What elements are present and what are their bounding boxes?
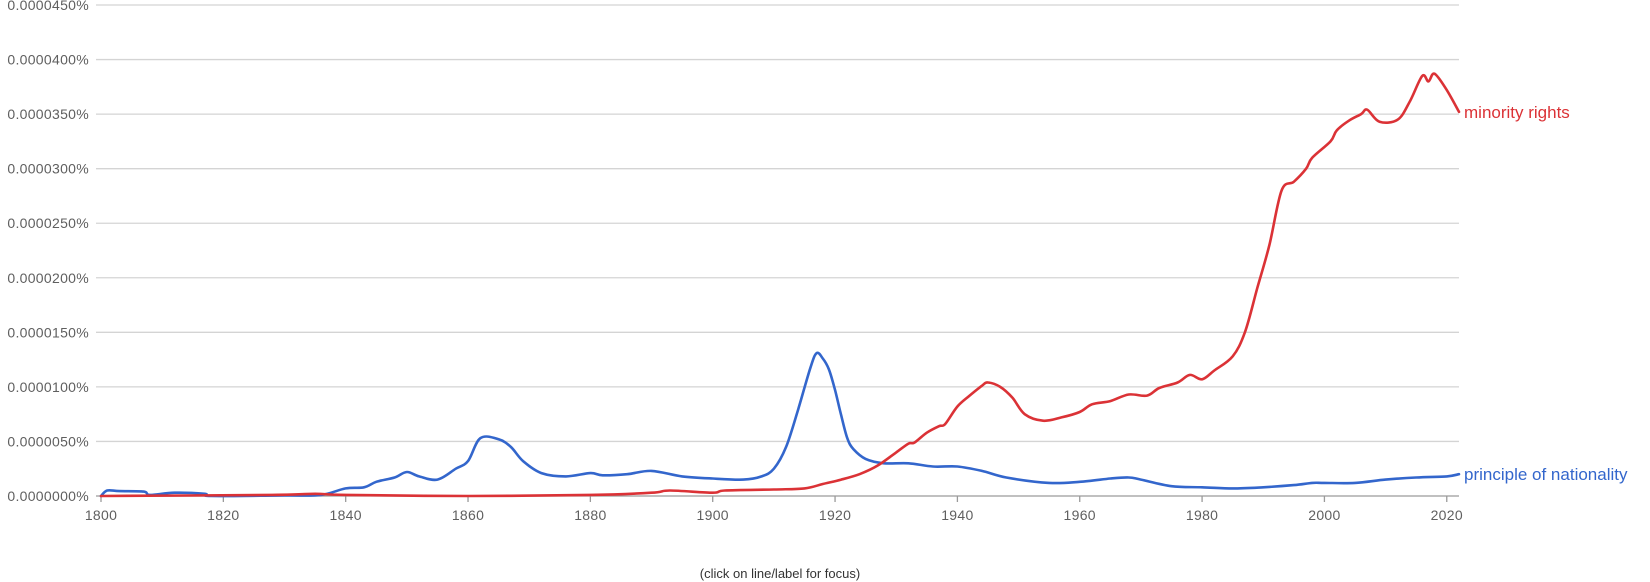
y-tick-label: 0.0000100% [7, 379, 89, 395]
y-tick-label: 0.0000250% [7, 215, 89, 231]
x-tick-label: 1860 [452, 507, 484, 523]
y-axis-tick-labels: 0.0000000% 0.0000050% 0.0000100% 0.0000150%… [7, 0, 89, 504]
y-tick-label: 0.0000050% [7, 433, 89, 449]
x-tick-label: 1820 [207, 507, 239, 523]
series-label-principle-of-nationality[interactable]: principle of nationality [1464, 465, 1628, 484]
gridlines [96, 4, 1459, 443]
y-tick-label: 0.0000200% [7, 270, 89, 286]
x-tick-label: 2020 [1431, 507, 1463, 523]
x-tick-label: 1940 [941, 507, 973, 523]
x-tick-label: 1920 [819, 507, 851, 523]
series-labels: principle of nationality minority rights [1464, 103, 1628, 484]
x-tick-label: 1980 [1186, 507, 1218, 523]
series-line-principle-of-nationality[interactable] [99, 351, 1461, 498]
series-line-minority-rights[interactable] [99, 72, 1461, 498]
series-lines [99, 72, 1461, 498]
y-tick-label: 0.0000450% [7, 0, 89, 13]
y-tick-label: 0.0000350% [7, 106, 89, 122]
x-tick-label: 1880 [574, 507, 606, 523]
y-tick-label: 0.0000000% [7, 488, 89, 504]
x-axis-ticks: 1800 1820 1840 1860 1880 1900 1920 1940 1960 1980… [85, 496, 1463, 523]
y-tick-label: 0.0000400% [7, 52, 89, 68]
x-tick-label: 2000 [1308, 507, 1340, 523]
x-tick-label: 1840 [330, 507, 362, 523]
y-tick-label: 0.0000150% [7, 324, 89, 340]
x-tick-label: 1960 [1064, 507, 1096, 523]
x-tick-label: 1900 [697, 507, 729, 523]
x-tick-label: 1800 [85, 507, 117, 523]
series-label-minority-rights[interactable]: minority rights [1464, 103, 1570, 122]
y-tick-label: 0.0000300% [7, 161, 89, 177]
focus-hint-caption: (click on line/label for focus) [700, 566, 860, 581]
